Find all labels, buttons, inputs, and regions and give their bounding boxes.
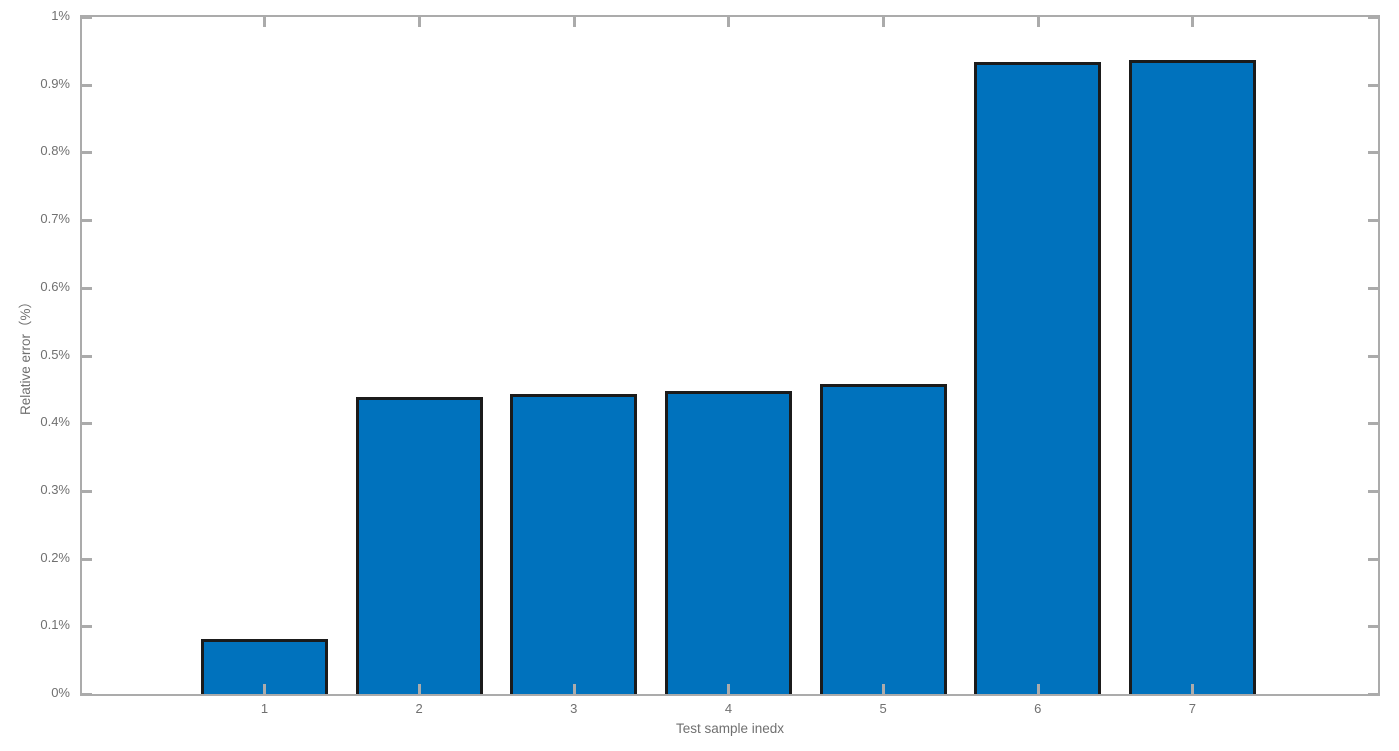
x-tick-label: 1: [260, 701, 269, 716]
bar-sample-3: [510, 394, 638, 694]
x-tick-mark-top: [572, 17, 576, 27]
bar-sample-7: [1129, 60, 1256, 694]
y-tick-mark-right: [1368, 83, 1378, 87]
y-tick-mark-right: [1368, 16, 1378, 19]
y-tick-label: 0.1%: [40, 617, 70, 633]
y-tick-label: 0.6%: [40, 278, 70, 294]
bar-sample-4: [665, 390, 792, 694]
y-tick-label: 0.8%: [40, 143, 70, 159]
y-tick-mark: [82, 557, 92, 561]
x-tick-label: 4: [724, 701, 733, 716]
y-tick-mark: [82, 693, 92, 696]
y-tick-mark: [82, 151, 92, 155]
y-tick-mark-right: [1368, 286, 1378, 290]
y-tick-mark: [82, 83, 92, 87]
y-tick-mark-right: [1368, 151, 1378, 155]
x-tick-label: 6: [1034, 701, 1042, 716]
x-tick-mark: [572, 684, 576, 694]
y-tick-label: 0%: [51, 685, 70, 700]
y-tick-mark-right: [1368, 557, 1378, 561]
x-tick-mark-top: [1036, 17, 1040, 27]
x-tick-mark: [1191, 684, 1195, 694]
x-tick-mark: [418, 684, 422, 694]
y-tick-mark: [82, 489, 92, 493]
y-tick-mark: [82, 16, 92, 19]
y-tick-label: 0.9%: [40, 75, 70, 91]
y-tick-mark-right: [1368, 625, 1378, 629]
x-axis-label: Test sample inedx: [675, 721, 785, 736]
y-axis-tick-labels: 0% 0.1% 0.2% 0.3% 0.4% 0.5% 0.6% 0.7% 0.8% 0.9% 1%: [0, 8, 70, 700]
plot-area: [80, 15, 1380, 696]
y-tick-label: 0.7%: [40, 211, 70, 227]
x-tick-mark: [882, 684, 886, 694]
y-tick-mark: [82, 286, 92, 290]
y-tick-mark: [82, 219, 92, 223]
bar-sample-6: [974, 61, 1102, 694]
y-tick-mark-right: [1368, 693, 1378, 696]
y-tick-mark-right: [1368, 354, 1378, 358]
y-tick-mark-right: [1368, 422, 1378, 426]
y-tick-label: 0.5%: [40, 346, 70, 362]
x-tick-mark-top: [263, 17, 267, 27]
y-tick-mark: [82, 422, 92, 426]
y-tick-mark-right: [1368, 489, 1378, 493]
y-tick-mark: [82, 625, 92, 629]
bar-sample-2: [355, 397, 483, 694]
bar-sample-5: [819, 383, 947, 694]
x-tick-mark: [1036, 684, 1040, 694]
y-tick-label: 0.4%: [40, 414, 70, 430]
x-tick-mark-top: [882, 17, 886, 27]
x-tick-mark: [727, 684, 731, 694]
x-tick-label: 7: [1188, 701, 1197, 716]
x-tick-label: 5: [879, 701, 887, 716]
y-tick-mark-right: [1368, 219, 1378, 223]
y-tick-label: 0.2%: [40, 549, 70, 565]
y-tick-mark: [82, 354, 92, 358]
x-tick-mark-top: [727, 17, 731, 27]
y-tick-label: 1%: [51, 8, 70, 23]
x-tick-label: 3: [570, 701, 578, 716]
x-tick-mark: [263, 684, 267, 694]
x-axis-tick-labels: 1 2 3 4 5 6 7: [80, 701, 1380, 719]
y-tick-label: 0.3%: [40, 481, 70, 497]
x-tick-mark-top: [1191, 17, 1195, 27]
x-tick-label: 2: [415, 701, 423, 716]
x-tick-mark-top: [418, 17, 422, 27]
